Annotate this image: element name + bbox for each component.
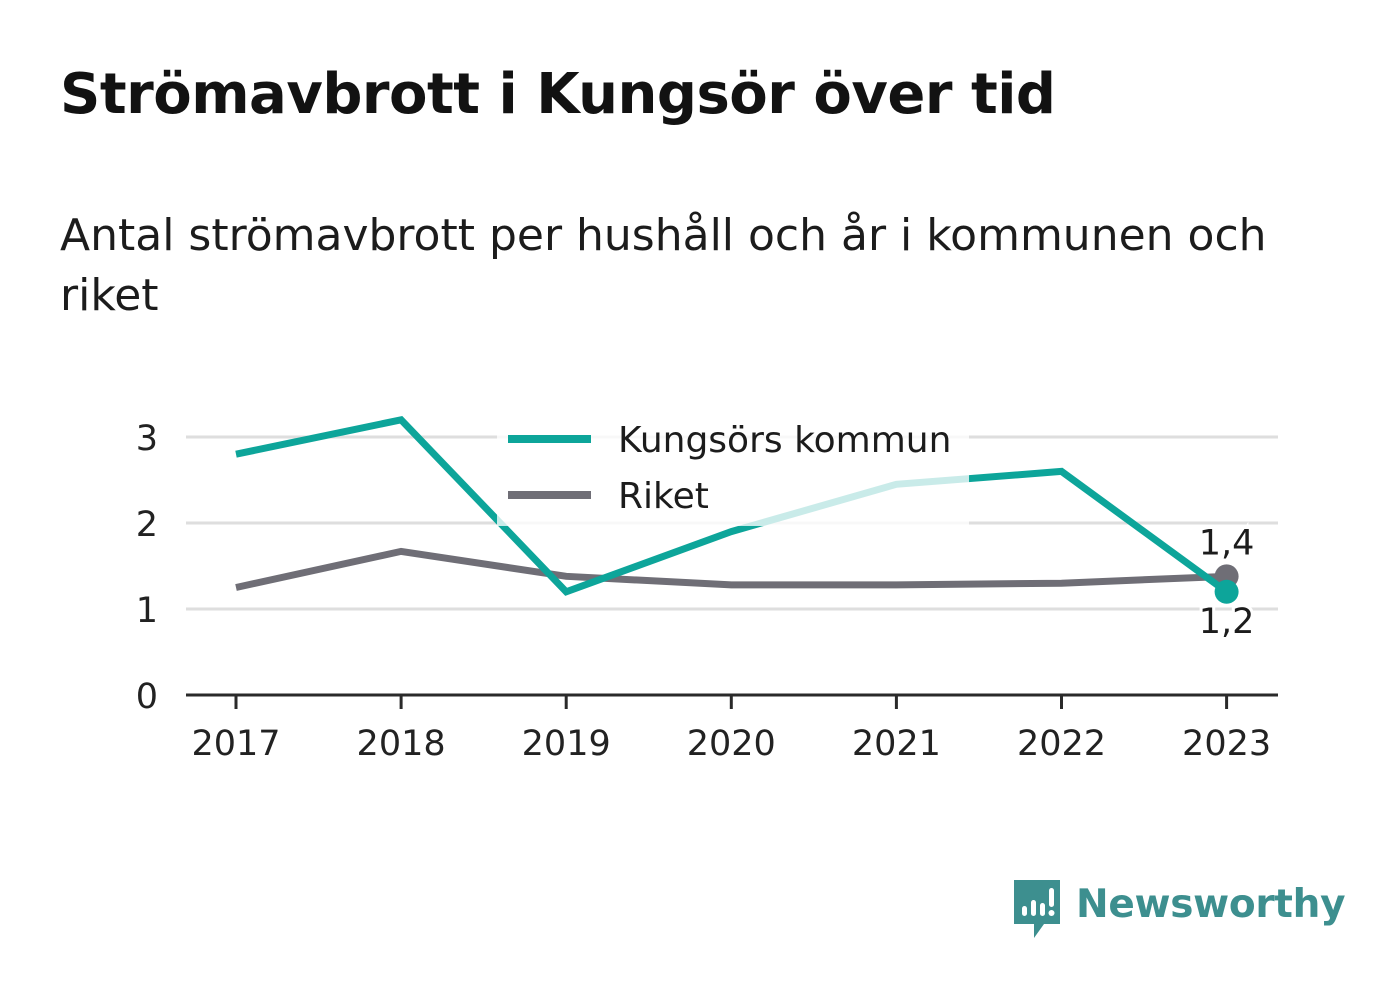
data-label-kungsörs-kommun: 1,2 — [1199, 602, 1255, 642]
chart-subtitle: Antal strömavbrott per hushåll och år i … — [60, 210, 1267, 321]
x-tick-label-2018: 2018 — [357, 724, 446, 764]
y-tick-label-0: 0 — [136, 677, 158, 717]
legend-label-1: Riket — [618, 476, 709, 517]
newsworthy-brand: Newsworthy — [1010, 876, 1346, 940]
brand-name: Newsworthy — [1076, 881, 1346, 927]
end-point-kungsörs-kommun — [1214, 579, 1239, 604]
x-tick-label-2022: 2022 — [1017, 724, 1106, 764]
series-line-riket — [235, 547, 1227, 591]
x-tick-label-2023: 2023 — [1182, 724, 1271, 764]
data-label-riket: 1,4 — [1199, 523, 1255, 563]
newsworthy-logo-icon — [1014, 880, 1060, 938]
legend-background — [497, 410, 969, 526]
legend: Kungsörs kommun Riket — [497, 410, 969, 526]
y-tick-label-3: 3 — [136, 419, 158, 459]
series-lines — [235, 415, 1239, 604]
y-tick-label-2: 2 — [136, 505, 158, 545]
legend-label-0: Kungsörs kommun — [618, 420, 951, 461]
x-axis: 2017 2018 2019 2020 2021 2022 2023 — [186, 693, 1278, 764]
x-tick-label-2020: 2020 — [687, 724, 776, 764]
x-tick-label-2019: 2019 — [522, 724, 611, 764]
y-tick-label-1: 1 — [136, 591, 158, 631]
x-tick-label-2017: 2017 — [191, 724, 280, 764]
data-labels: 1,4 1,2 — [1196, 520, 1258, 644]
series-line-kungsörs-kommun — [235, 415, 1229, 596]
chart-title: Strömavbrott i Kungsör över tid — [60, 62, 1056, 127]
x-tick-label-2021: 2021 — [852, 724, 941, 764]
